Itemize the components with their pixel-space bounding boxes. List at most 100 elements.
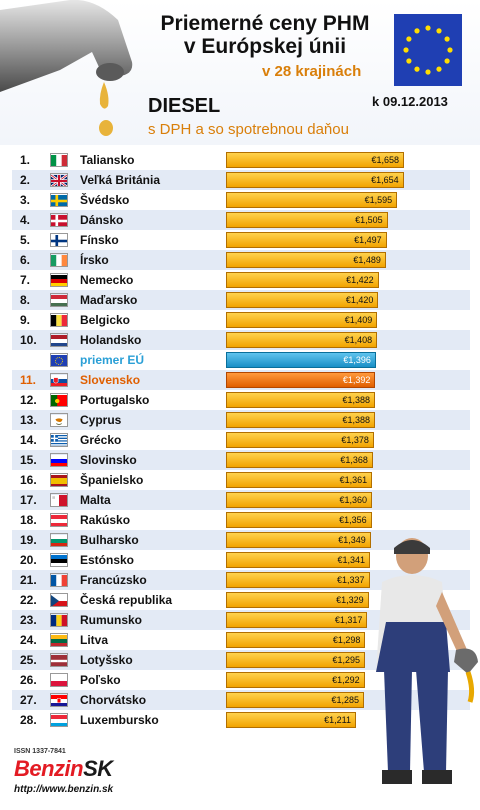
bar-mark: €1,388 bbox=[226, 412, 375, 428]
table-row: 4. Dánsko €1,505 bbox=[12, 210, 470, 230]
table-row: 14. Grécko €1,378 bbox=[12, 430, 470, 450]
rank-label: 22. bbox=[20, 593, 37, 607]
table-row: 27. Chorvátsko €1,285 bbox=[12, 690, 470, 710]
flag-fr-icon bbox=[50, 573, 68, 587]
flag-pl-icon bbox=[50, 673, 68, 687]
flag-fi-icon bbox=[50, 233, 68, 247]
country-label: Španielsko bbox=[80, 473, 144, 487]
flag-cz-icon bbox=[50, 593, 68, 607]
table-row: 18. Rakúsko €1,356 bbox=[12, 510, 470, 530]
title-line-1: Priemerné ceny PHM bbox=[160, 12, 370, 35]
rank-label: 15. bbox=[20, 453, 37, 467]
table-row: 1. Taliansko €1,658 bbox=[12, 150, 470, 170]
rank-label: 25. bbox=[20, 653, 37, 667]
rank-label: 13. bbox=[20, 413, 37, 427]
bar-value-label: €1,388 bbox=[342, 415, 370, 425]
table-row: 2. Veľká Británia €1,654 bbox=[12, 170, 470, 190]
flag-gr-icon bbox=[50, 433, 68, 447]
country-label: Litva bbox=[80, 633, 109, 647]
table-row: 15. Slovinsko €1,368 bbox=[12, 450, 470, 470]
country-label: Estónsko bbox=[80, 553, 135, 567]
flag-ro-icon bbox=[50, 613, 68, 627]
rank-label: 3. bbox=[20, 193, 31, 207]
bar-value-label: €1,341 bbox=[337, 555, 365, 565]
table-row: 23. Rumunsko €1,317 bbox=[12, 610, 470, 630]
flag-se-icon bbox=[50, 193, 68, 207]
bar-value-label: €1,285 bbox=[331, 695, 359, 705]
rank-label: 11. bbox=[20, 373, 37, 387]
rank-label: 27. bbox=[20, 693, 37, 707]
bar-mark: €1,292 bbox=[226, 672, 365, 688]
bar-mark: €1,378 bbox=[226, 432, 374, 448]
bar-value-label: €1,409 bbox=[344, 315, 373, 325]
rank-label: 5. bbox=[20, 233, 31, 247]
bar-mark: €1,595 bbox=[226, 192, 398, 208]
flag-dk-icon bbox=[50, 213, 68, 227]
rank-label: 26. bbox=[20, 673, 37, 687]
rank-label: 4. bbox=[20, 213, 31, 227]
fuel-worker-illustration-icon bbox=[376, 538, 478, 784]
country-label: Írsko bbox=[80, 253, 109, 267]
bar-value-label: €1,295 bbox=[332, 655, 360, 665]
flag-sk-icon bbox=[50, 373, 68, 387]
flag-nl-icon bbox=[50, 333, 68, 347]
table-row: 6. Írsko €1,489 bbox=[12, 250, 470, 270]
website-link[interactable]: http://www.benzin.sk bbox=[14, 784, 114, 795]
bar-mark: €1,361 bbox=[226, 472, 373, 488]
price-table: 1. Taliansko €1,658 2. Veľká Británia €1,654 3… bbox=[12, 150, 470, 730]
table-row: 9. Belgicko €1,409 bbox=[12, 310, 470, 330]
country-label: Rakúsko bbox=[80, 513, 131, 527]
rank-label: 16. bbox=[20, 473, 37, 487]
bar-value-label: €1,349 bbox=[338, 535, 366, 545]
country-label: Rumunsko bbox=[80, 613, 143, 627]
country-label: Belgicko bbox=[80, 313, 131, 327]
rank-label: 12. bbox=[20, 393, 37, 407]
rank-label: 20. bbox=[20, 553, 37, 567]
flag-it-icon bbox=[50, 153, 68, 167]
country-label: Švédsko bbox=[80, 193, 130, 207]
bar-value-label: €1,378 bbox=[341, 435, 369, 445]
bar-mark: €1,337 bbox=[226, 572, 370, 588]
country-label: Portugalsko bbox=[80, 393, 150, 407]
flag-cy-icon bbox=[50, 413, 68, 427]
table-row: 20. Estónsko €1,341 bbox=[12, 550, 470, 570]
bar-value-label: €1,356 bbox=[339, 515, 367, 525]
issn-label: ISSN 1337-7841 bbox=[14, 748, 66, 755]
bar-mark: €1,285 bbox=[226, 692, 364, 708]
country-label: Dánsko bbox=[80, 213, 124, 227]
country-label: Chorvátsko bbox=[80, 693, 147, 707]
country-label: Luxembursko bbox=[80, 713, 159, 727]
table-row: 5. Fínsko €1,497 bbox=[12, 230, 470, 250]
bar-mark: €1,388 bbox=[226, 392, 375, 408]
date-label: k 09.12.2013 bbox=[372, 94, 448, 109]
country-label: Veľká Británia bbox=[80, 173, 160, 187]
bar-value-label: €1,360 bbox=[339, 495, 367, 505]
country-label: Česká republika bbox=[80, 593, 173, 607]
rank-label: 9. bbox=[20, 313, 31, 327]
flag-lt-icon bbox=[50, 633, 68, 647]
country-label: Cyprus bbox=[80, 413, 122, 427]
bar-mark: €1,497 bbox=[226, 232, 387, 248]
rank-label: 8. bbox=[20, 293, 31, 307]
table-row: 17. Malta €1,360 bbox=[12, 490, 470, 510]
flag-eu-icon bbox=[50, 353, 68, 367]
country-label: Taliansko bbox=[80, 153, 135, 167]
bar-value-label: €1,298 bbox=[332, 635, 361, 645]
flag-mt-icon bbox=[50, 493, 68, 507]
bar-value-label: €1,292 bbox=[332, 675, 360, 685]
bar-mark: €1,408 bbox=[226, 332, 378, 348]
rank-label: 18. bbox=[20, 513, 37, 527]
bar-mark: €1,396 bbox=[226, 352, 376, 368]
fuel-nozzle-icon bbox=[0, 0, 133, 136]
bar-value-label: €1,317 bbox=[334, 615, 363, 625]
flag-lu-icon bbox=[50, 713, 68, 727]
country-label: Francúzsko bbox=[80, 573, 147, 587]
country-label: Fínsko bbox=[80, 233, 119, 247]
rank-label: 14. bbox=[20, 433, 37, 447]
table-row: 11. Slovensko €1,392 bbox=[12, 370, 470, 390]
table-row: 8. Maďarsko €1,420 bbox=[12, 290, 470, 310]
table-row: 25. Lotyšsko €1,295 bbox=[12, 650, 470, 670]
eu-flag-icon bbox=[394, 14, 462, 86]
bar-value-label: €1,489 bbox=[353, 255, 381, 265]
flag-si-icon bbox=[50, 453, 68, 467]
